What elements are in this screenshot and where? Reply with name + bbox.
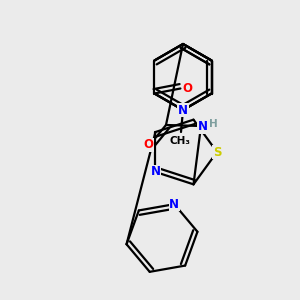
Text: O: O bbox=[143, 139, 153, 152]
Text: N: N bbox=[178, 103, 188, 116]
Text: CH₃: CH₃ bbox=[169, 136, 190, 146]
Text: S: S bbox=[213, 146, 221, 158]
Text: N: N bbox=[151, 166, 160, 178]
Text: N: N bbox=[169, 198, 179, 211]
Text: O: O bbox=[182, 82, 192, 95]
Text: N: N bbox=[198, 121, 208, 134]
Text: H: H bbox=[208, 119, 217, 129]
